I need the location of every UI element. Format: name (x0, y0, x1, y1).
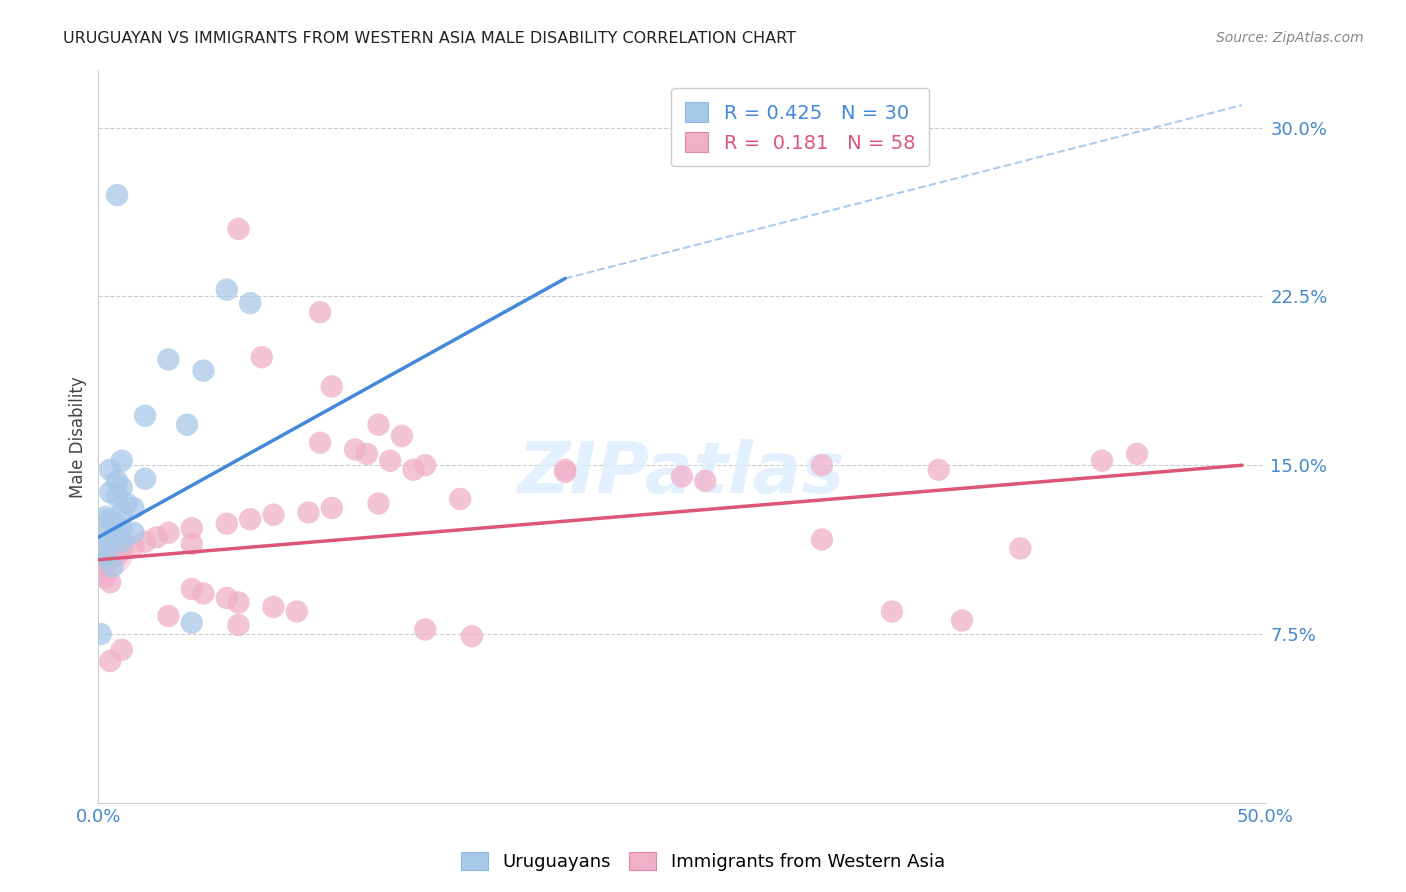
Point (122, 539, 145, 553)
Point (176, 417, 198, 432)
Point (94, 558, 117, 572)
Point (239, 296, 262, 310)
Point (105, 474, 128, 488)
Point (105, 530, 128, 544)
Y-axis label: Male Disability: Male Disability (69, 376, 87, 498)
Point (91, 541, 114, 556)
Point (134, 472, 156, 486)
Point (98, 463, 121, 477)
Point (104, 516, 127, 531)
Point (122, 500, 145, 515)
Point (250, 350, 273, 364)
Point (157, 609, 180, 624)
Point (98, 512, 121, 526)
Point (309, 435, 332, 450)
Point (321, 379, 343, 393)
Legend: Uruguayans, Immigrants from Western Asia: Uruguayans, Immigrants from Western Asia (454, 845, 952, 879)
Point (111, 453, 134, 467)
Point (157, 352, 180, 367)
Point (880, 605, 903, 619)
Point (391, 429, 413, 443)
Point (928, 463, 950, 477)
Point (285, 605, 308, 619)
Point (180, 582, 202, 596)
Point (671, 469, 693, 483)
Point (811, 533, 834, 547)
Point (380, 453, 402, 467)
Point (321, 500, 343, 515)
Point (90, 627, 112, 641)
Point (554, 463, 576, 477)
Point (98, 654, 121, 668)
Point (134, 409, 156, 423)
Point (91, 562, 114, 576)
Point (111, 481, 134, 495)
Point (105, 188, 128, 202)
Point (950, 614, 973, 628)
Point (180, 537, 202, 551)
Point (193, 586, 215, 600)
Point (98, 575, 121, 590)
Point (344, 442, 367, 457)
Point (228, 618, 250, 632)
Point (94, 528, 117, 542)
Point (98, 485, 121, 500)
Point (111, 642, 134, 657)
Text: Source: ZipAtlas.com: Source: ZipAtlas.com (1216, 31, 1364, 45)
Point (239, 512, 262, 526)
Point (94, 571, 117, 585)
Point (215, 591, 238, 605)
Point (262, 508, 284, 522)
Point (228, 595, 250, 609)
Text: URUGUAYAN VS IMMIGRANTS FROM WESTERN ASIA MALE DISABILITY CORRELATION CHART: URUGUAYAN VS IMMIGRANTS FROM WESTERN ASI… (63, 31, 796, 46)
Point (180, 521, 202, 535)
Point (461, 629, 484, 643)
Point (413, 458, 436, 473)
Point (146, 530, 169, 544)
Point (111, 521, 134, 535)
Point (193, 364, 215, 378)
Point (1091, 453, 1114, 467)
Point (180, 615, 202, 630)
Point (105, 490, 128, 504)
Point (262, 599, 284, 614)
Point (111, 506, 134, 520)
Point (215, 516, 238, 531)
Text: ZIPatlas: ZIPatlas (519, 439, 845, 508)
Point (449, 491, 471, 506)
Point (215, 283, 238, 297)
Point (1395, 582, 1406, 596)
Point (94, 510, 117, 524)
Point (91, 541, 114, 556)
Point (1010, 541, 1032, 556)
Point (811, 458, 834, 473)
Point (134, 534, 156, 549)
Point (367, 496, 389, 510)
Point (98, 553, 121, 567)
Point (90, 566, 112, 581)
Point (1126, 447, 1149, 461)
Point (115, 496, 138, 510)
Point (554, 465, 576, 479)
Point (309, 305, 332, 319)
Point (97, 550, 120, 565)
Point (413, 623, 436, 637)
Point (111, 543, 134, 558)
Point (122, 525, 145, 540)
Point (402, 463, 425, 477)
Point (228, 222, 250, 236)
Point (111, 534, 134, 549)
Legend: R = 0.425   N = 30, R =  0.181   N = 58: R = 0.425 N = 30, R = 0.181 N = 58 (671, 88, 929, 167)
Point (105, 548, 128, 562)
Point (297, 506, 319, 520)
Point (356, 447, 378, 461)
Point (157, 525, 180, 540)
Point (695, 474, 717, 488)
Point (367, 417, 389, 432)
Point (101, 559, 124, 574)
